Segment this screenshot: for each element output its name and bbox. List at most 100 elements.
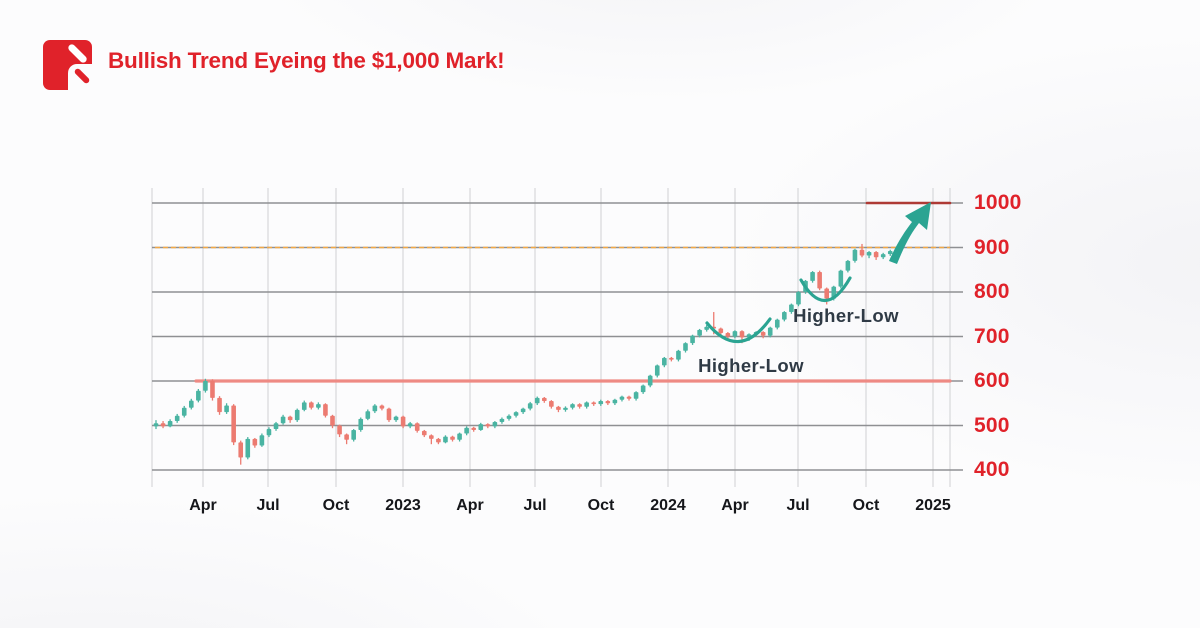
- breakout-arrow-icon: [889, 202, 931, 264]
- candle-body-down: [542, 397, 547, 402]
- candle-body-down: [238, 442, 244, 458]
- candle-body-down: [669, 357, 674, 360]
- candle-body-down: [605, 401, 611, 404]
- y-axis-label: 800: [974, 280, 1010, 303]
- candle-body-up: [506, 415, 512, 419]
- candle-body-up: [203, 381, 208, 391]
- candle-body-down: [323, 404, 328, 416]
- candle-body-down: [485, 424, 491, 427]
- candle-body-up: [464, 427, 469, 434]
- candle-body-up: [598, 401, 604, 405]
- candle-body-up: [245, 438, 251, 458]
- candle-body-up: [407, 423, 413, 427]
- candle-body-up: [683, 343, 688, 351]
- candle-body-up: [273, 423, 279, 430]
- candle-body-down: [379, 405, 385, 409]
- candle-body-down: [817, 271, 822, 289]
- x-axis-label: Oct: [852, 497, 880, 514]
- higher-low-arc: [799, 276, 852, 303]
- y-axis-label: 900: [974, 235, 1010, 259]
- x-axis-label: Apr: [456, 497, 484, 514]
- x-axis-label: 2023: [385, 497, 421, 514]
- candle-body-up: [534, 397, 540, 404]
- candle-body-up: [654, 365, 660, 376]
- candle-body-up: [704, 326, 709, 330]
- candle-body-down: [344, 434, 349, 440]
- candle-body-down: [400, 416, 406, 427]
- candle-body-down: [556, 406, 561, 410]
- candle-body-down: [252, 438, 258, 446]
- candle-body-up: [492, 421, 498, 427]
- candle-body-down: [414, 423, 420, 431]
- candle-body-up: [866, 251, 872, 256]
- candle-body-up: [640, 385, 646, 393]
- x-axis-label: 2024: [650, 497, 686, 514]
- candle-body-up: [887, 251, 893, 255]
- candle-body-up: [351, 429, 356, 440]
- candle-body-up: [676, 350, 681, 360]
- candle-body-down: [760, 332, 766, 336]
- candle-body-up: [732, 331, 738, 337]
- candle-body-up: [796, 292, 801, 305]
- candle-body-down: [873, 251, 879, 258]
- y-axis-label: 600: [974, 369, 1010, 392]
- candle-body-up: [196, 390, 201, 401]
- candle-body-up: [259, 435, 265, 446]
- candle-body-up: [633, 392, 639, 399]
- candle-body-up: [443, 436, 448, 443]
- candle-body-down: [421, 430, 427, 436]
- candle-body-down: [429, 435, 434, 439]
- candle-body-down: [859, 249, 865, 256]
- candle-body-down: [217, 397, 222, 413]
- candle-body-up: [457, 433, 462, 440]
- x-axis-label: Apr: [721, 497, 749, 514]
- candle-body-up: [584, 402, 589, 407]
- candle-body-down: [824, 288, 829, 299]
- candle-body-down: [337, 425, 342, 435]
- x-axis-label: Jul: [523, 497, 547, 514]
- candle-body-down: [739, 331, 745, 338]
- higher-low-label: Higher-Low: [698, 355, 804, 376]
- x-axis-label: Oct: [587, 497, 615, 514]
- candle-body-down: [471, 427, 476, 430]
- candle-body-up: [619, 396, 625, 400]
- y-axis-label: 500: [974, 413, 1010, 437]
- candle-body-up: [294, 409, 300, 421]
- candle-body-up: [690, 335, 695, 344]
- candle-body-up: [845, 260, 851, 271]
- candle-body-up: [513, 412, 519, 416]
- candle-body-up: [358, 418, 364, 430]
- candle-body-down: [450, 436, 455, 440]
- x-axis-label: Apr: [189, 497, 217, 514]
- candle-body-up: [372, 405, 378, 412]
- candle-body-down: [591, 402, 597, 405]
- candle-body-up: [189, 400, 194, 408]
- candle-body-up: [697, 329, 702, 336]
- candle-body-up: [224, 405, 229, 413]
- candle-body-down: [436, 438, 441, 443]
- candle-body-up: [316, 404, 321, 408]
- x-axis-label: Oct: [322, 497, 350, 514]
- x-axis-label: Jul: [786, 497, 810, 514]
- candle-body-down: [330, 415, 335, 426]
- candle-body-up: [563, 407, 568, 410]
- higher-low-arc: [705, 317, 772, 344]
- candle-body-up: [280, 416, 286, 424]
- candle-body-up: [647, 375, 653, 386]
- y-axis-label: 400: [974, 458, 1010, 481]
- candle-body-down: [725, 332, 731, 337]
- candle-body-down: [309, 402, 314, 408]
- candle-body-down: [549, 401, 554, 407]
- higher-low-label: Higher-Low: [793, 305, 899, 326]
- candle-body-up: [167, 421, 173, 427]
- y-axis-label: 1000: [974, 191, 1022, 214]
- x-axis-label: Jul: [256, 497, 280, 514]
- candle-body-down: [386, 408, 392, 421]
- candle-body-up: [393, 416, 399, 421]
- candle-body-down: [210, 381, 215, 398]
- candle-body-up: [767, 327, 773, 336]
- candle-body-up: [782, 312, 787, 320]
- candle-body-down: [577, 404, 582, 407]
- candle-body-up: [301, 402, 307, 410]
- candle-body-up: [266, 429, 272, 436]
